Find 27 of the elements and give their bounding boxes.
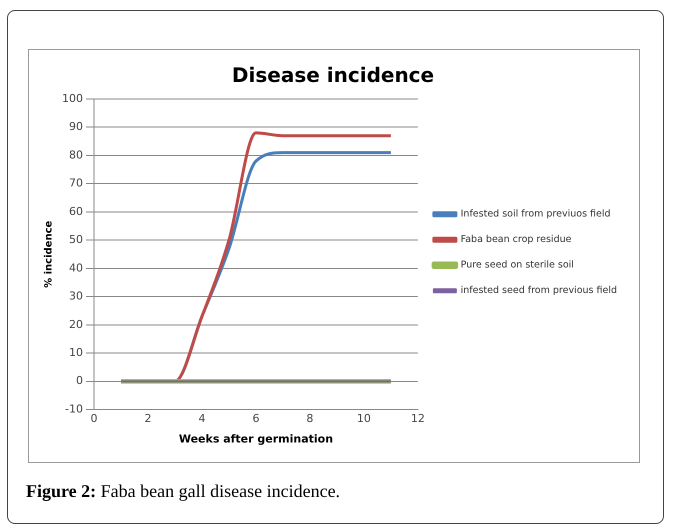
y-tick-label: 100	[62, 92, 83, 105]
y-tick-label: 20	[68, 318, 83, 331]
y-tick-label: 10	[68, 346, 83, 359]
x-tick-label: 8	[306, 412, 314, 426]
y-tick-label: 80	[68, 148, 83, 162]
legend-label: infested seed from previous field	[460, 285, 618, 296]
x-tick-label: 12	[410, 412, 425, 426]
legend-label: Pure seed on sterile soil	[460, 260, 574, 271]
x-axis-title: Weeks after germination	[178, 432, 334, 446]
legend-label: Infested soil from previuos field	[460, 208, 611, 220]
y-tick-label: 60	[68, 204, 83, 218]
y-tick-label: 90	[68, 120, 83, 134]
y-tick-label: -10	[65, 402, 83, 416]
x-tick-label: 2	[144, 412, 152, 426]
y-tick-label: 70	[68, 176, 83, 190]
x-tick-label: 0	[90, 412, 98, 426]
x-tick-label: 6	[252, 412, 260, 426]
y-tick-label: 40	[68, 261, 83, 274]
chart-title: Disease incidence	[232, 63, 434, 88]
caption: Figure 2: Faba bean gall disease incidence.	[26, 481, 340, 502]
x-tick-label: 4	[198, 412, 206, 426]
y-tick-label: 0	[76, 374, 83, 388]
y-tick-label: 30	[68, 290, 83, 303]
y-tick-label: 50	[68, 233, 83, 246]
y-axis-title: % incidence	[44, 220, 55, 288]
legend-label: Faba bean crop residue	[460, 234, 572, 246]
x-tick-label: 10	[356, 412, 371, 426]
